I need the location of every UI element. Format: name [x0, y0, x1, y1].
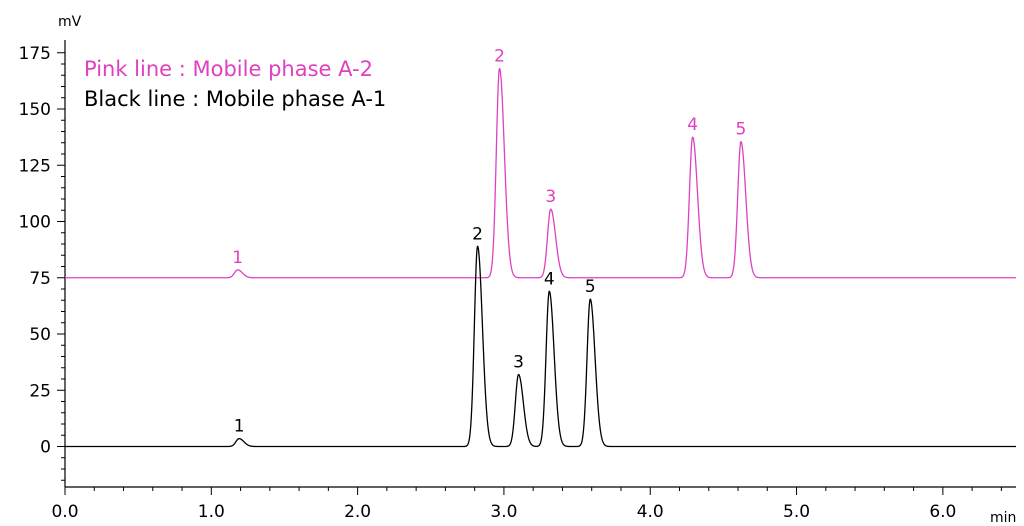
x-tick-label: 4.0 [637, 502, 664, 522]
y-tick-label: 75 [29, 269, 51, 289]
peak-label: 3 [545, 187, 556, 207]
legend: Pink line : Mobile phase A-2 Black line :… [84, 57, 386, 111]
peak-label: 4 [544, 269, 555, 289]
x-tick-label: 3.0 [490, 502, 517, 522]
peak-label: 5 [585, 277, 596, 297]
y-tick-label: 125 [19, 156, 51, 176]
peak-label: 4 [687, 115, 698, 135]
peak-label: 1 [232, 248, 243, 268]
legend-entry-pink: Pink line : Mobile phase A-2 [84, 57, 373, 81]
x-tick-label: 6.0 [929, 502, 956, 522]
peak-label: 2 [472, 224, 483, 244]
peak-label: 5 [736, 120, 747, 140]
x-tick-label: 5.0 [783, 502, 810, 522]
traces [64, 67, 1017, 448]
trace-mobile-phase-a2 [64, 67, 1017, 279]
peak-label: 1 [234, 417, 245, 437]
x-axis-unit-label: min [990, 510, 1016, 526]
y-tick-label: 25 [29, 381, 51, 401]
y-tick-label: 0 [40, 438, 51, 458]
peak-label: 2 [494, 47, 505, 67]
y-axis-unit-label: mV [58, 14, 82, 30]
x-tick-label: 1.0 [198, 502, 225, 522]
y-tick-label: 175 [19, 44, 51, 64]
y-tick-label: 100 [19, 213, 51, 233]
x-tick-label: 2.0 [344, 502, 371, 522]
peak-labels: 1 2 3 4 5 1 2 3 4 5 [232, 47, 746, 437]
y-tick-label: 50 [29, 325, 51, 345]
trace-mobile-phase-a1 [64, 245, 1017, 448]
legend-entry-black: Black line : Mobile phase A-1 [84, 87, 386, 111]
x-tick-label: 0.0 [51, 502, 78, 522]
peak-label: 3 [513, 353, 524, 373]
y-tick-label: 150 [19, 100, 51, 120]
